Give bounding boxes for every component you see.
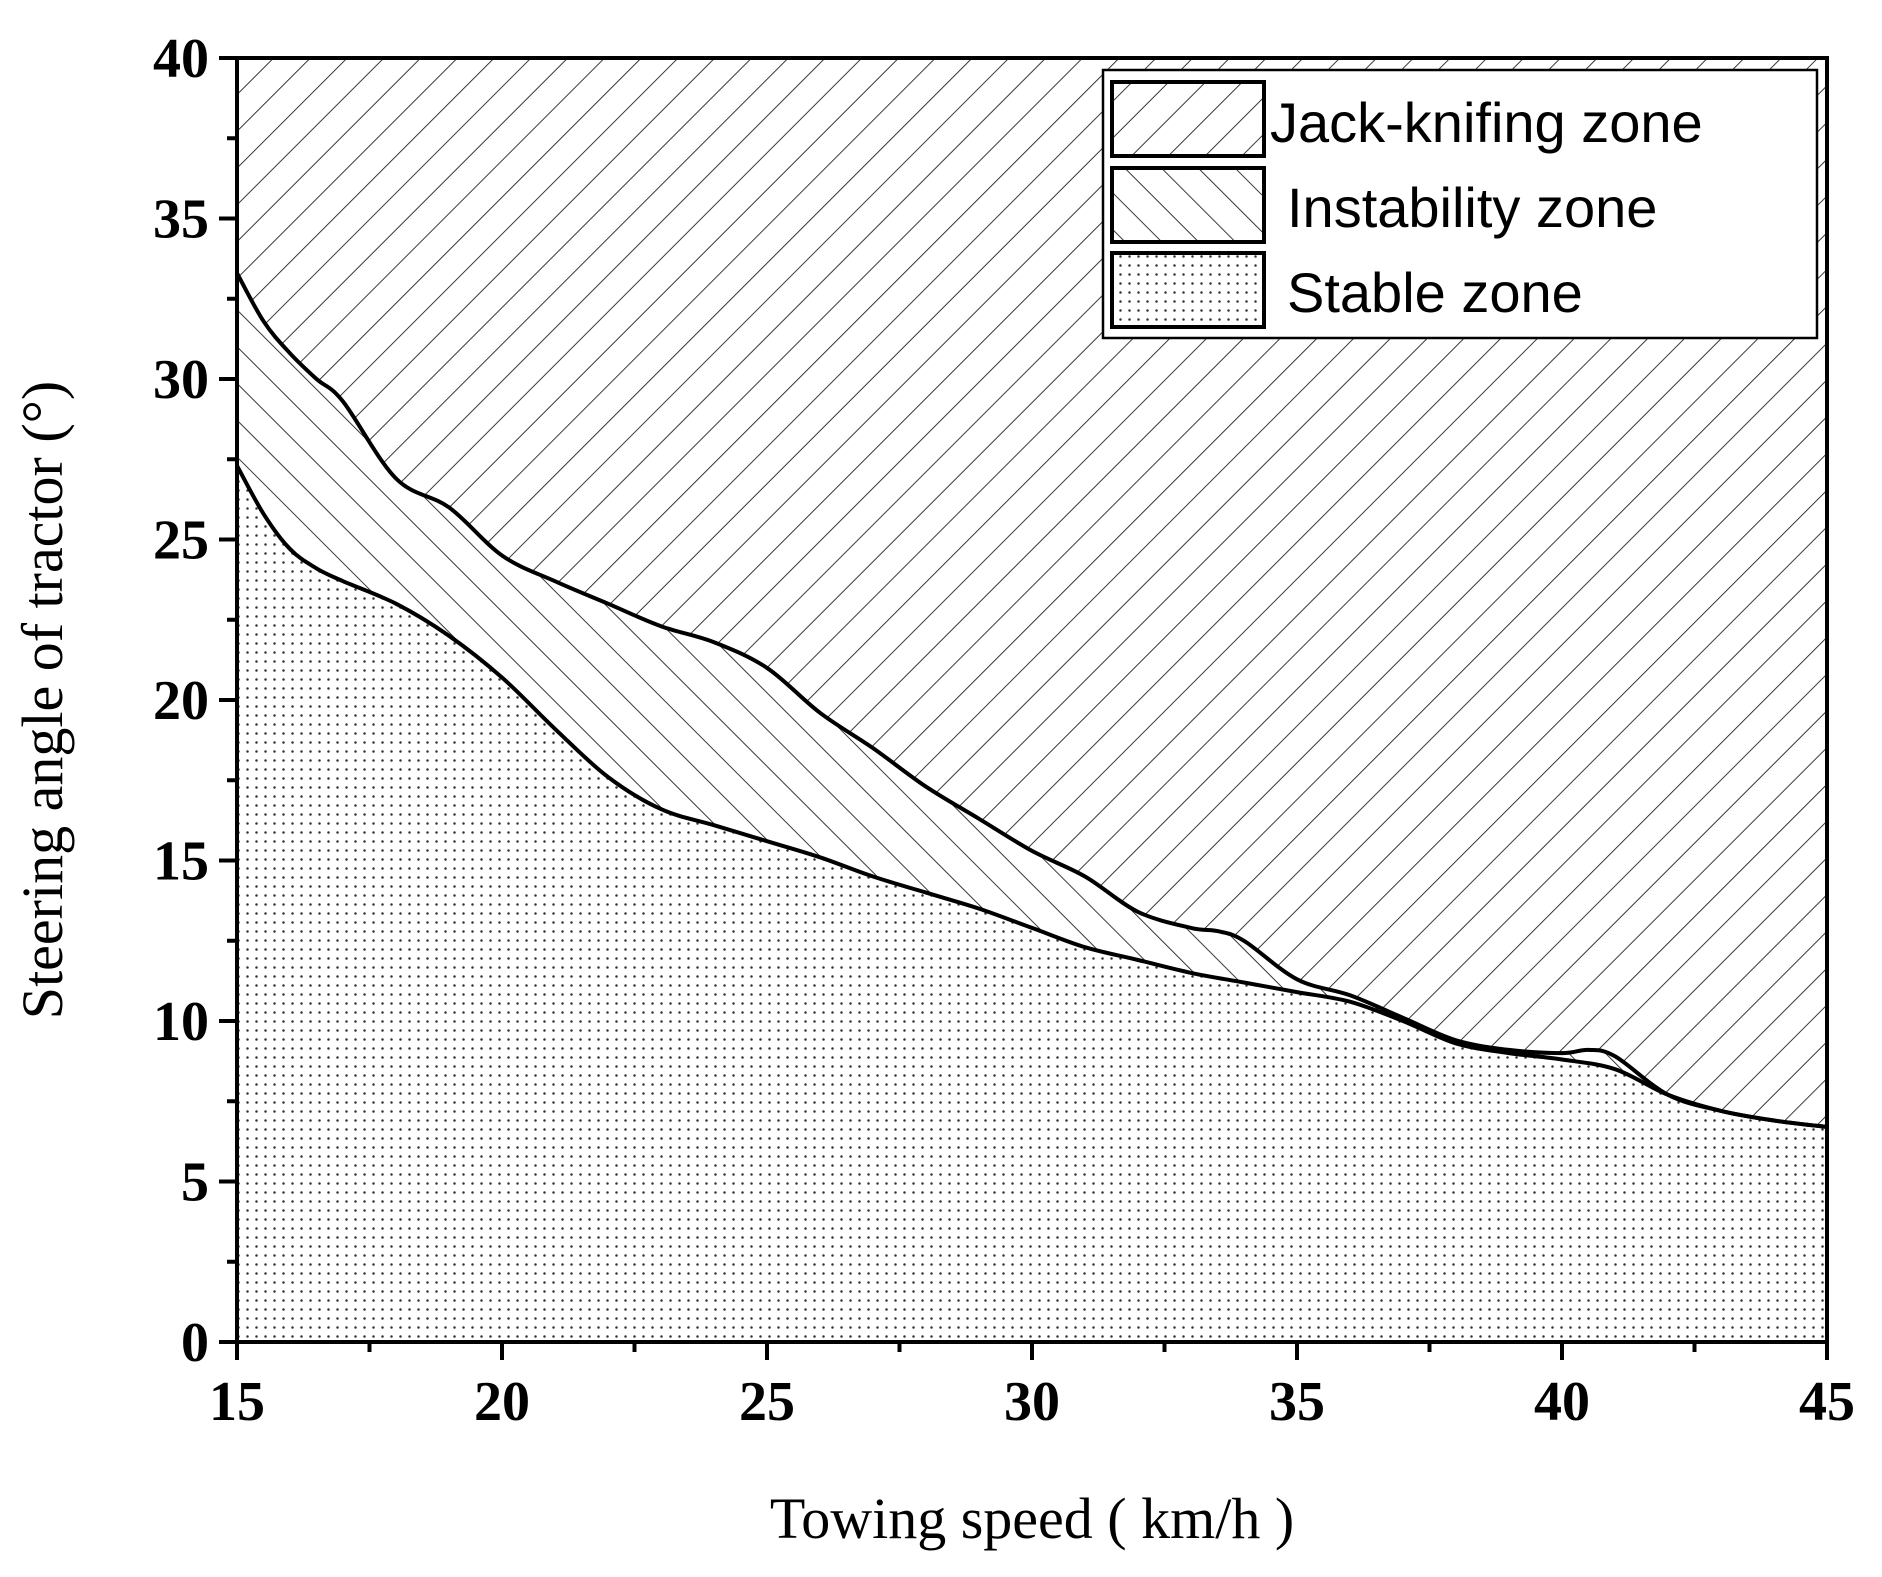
x-tick-labels: 15 20 25 30 35 40 45: [209, 1371, 1855, 1433]
legend-swatch-jack-knifing: [1110, 80, 1266, 158]
legend: Jack-knifing zone Instability zone Stabl…: [1101, 68, 1819, 340]
y-tick-label: 25: [153, 510, 209, 572]
legend-label-jack-knifing: Jack-knifing zone: [1270, 91, 1703, 154]
x-tick-label: 15: [209, 1371, 265, 1433]
legend-label-instability: Instability zone: [1287, 176, 1657, 239]
x-tick-label: 45: [1799, 1371, 1855, 1433]
y-tick-label: 40: [153, 28, 209, 90]
y-tick-labels: 0 5 10 15 20 25 30 35 40: [153, 28, 209, 1374]
legend-item-instability: Instability zone: [1110, 166, 1657, 244]
legend-item-stable: Stable zone: [1110, 251, 1583, 329]
axis-ticks: [219, 56, 1829, 1360]
y-tick-label: 30: [153, 349, 209, 411]
legend-swatch-stable: [1110, 251, 1266, 329]
y-tick-label: 15: [153, 831, 209, 893]
instability-zone-area: [237, 273, 1827, 1127]
x-axis-title: Towing speed ( km/h ): [770, 1486, 1294, 1551]
x-tick-label: 35: [1269, 1371, 1325, 1433]
legend-item-jack-knifing: Jack-knifing zone: [1110, 80, 1703, 158]
x-tick-label: 40: [1534, 1371, 1590, 1433]
x-tick-label: 30: [1004, 1371, 1060, 1433]
y-tick-label: 0: [181, 1312, 209, 1374]
stable-zone-area: [237, 465, 1827, 1342]
stable-boundary-line: [237, 464, 1827, 1129]
x-tick-label: 20: [474, 1371, 530, 1433]
x-tick-label: 25: [739, 1371, 795, 1433]
y-tick-label: 35: [153, 189, 209, 251]
y-axis-title: Steering angle of tractor (°): [10, 381, 75, 1019]
legend-swatch-instability: [1110, 166, 1266, 244]
legend-label-stable: Stable zone: [1287, 261, 1583, 324]
y-tick-label: 5: [181, 1152, 209, 1214]
y-tick-label: 20: [153, 670, 209, 732]
y-tick-label: 10: [153, 991, 209, 1053]
jack-knifing-boundary-line: [237, 272, 1827, 1129]
